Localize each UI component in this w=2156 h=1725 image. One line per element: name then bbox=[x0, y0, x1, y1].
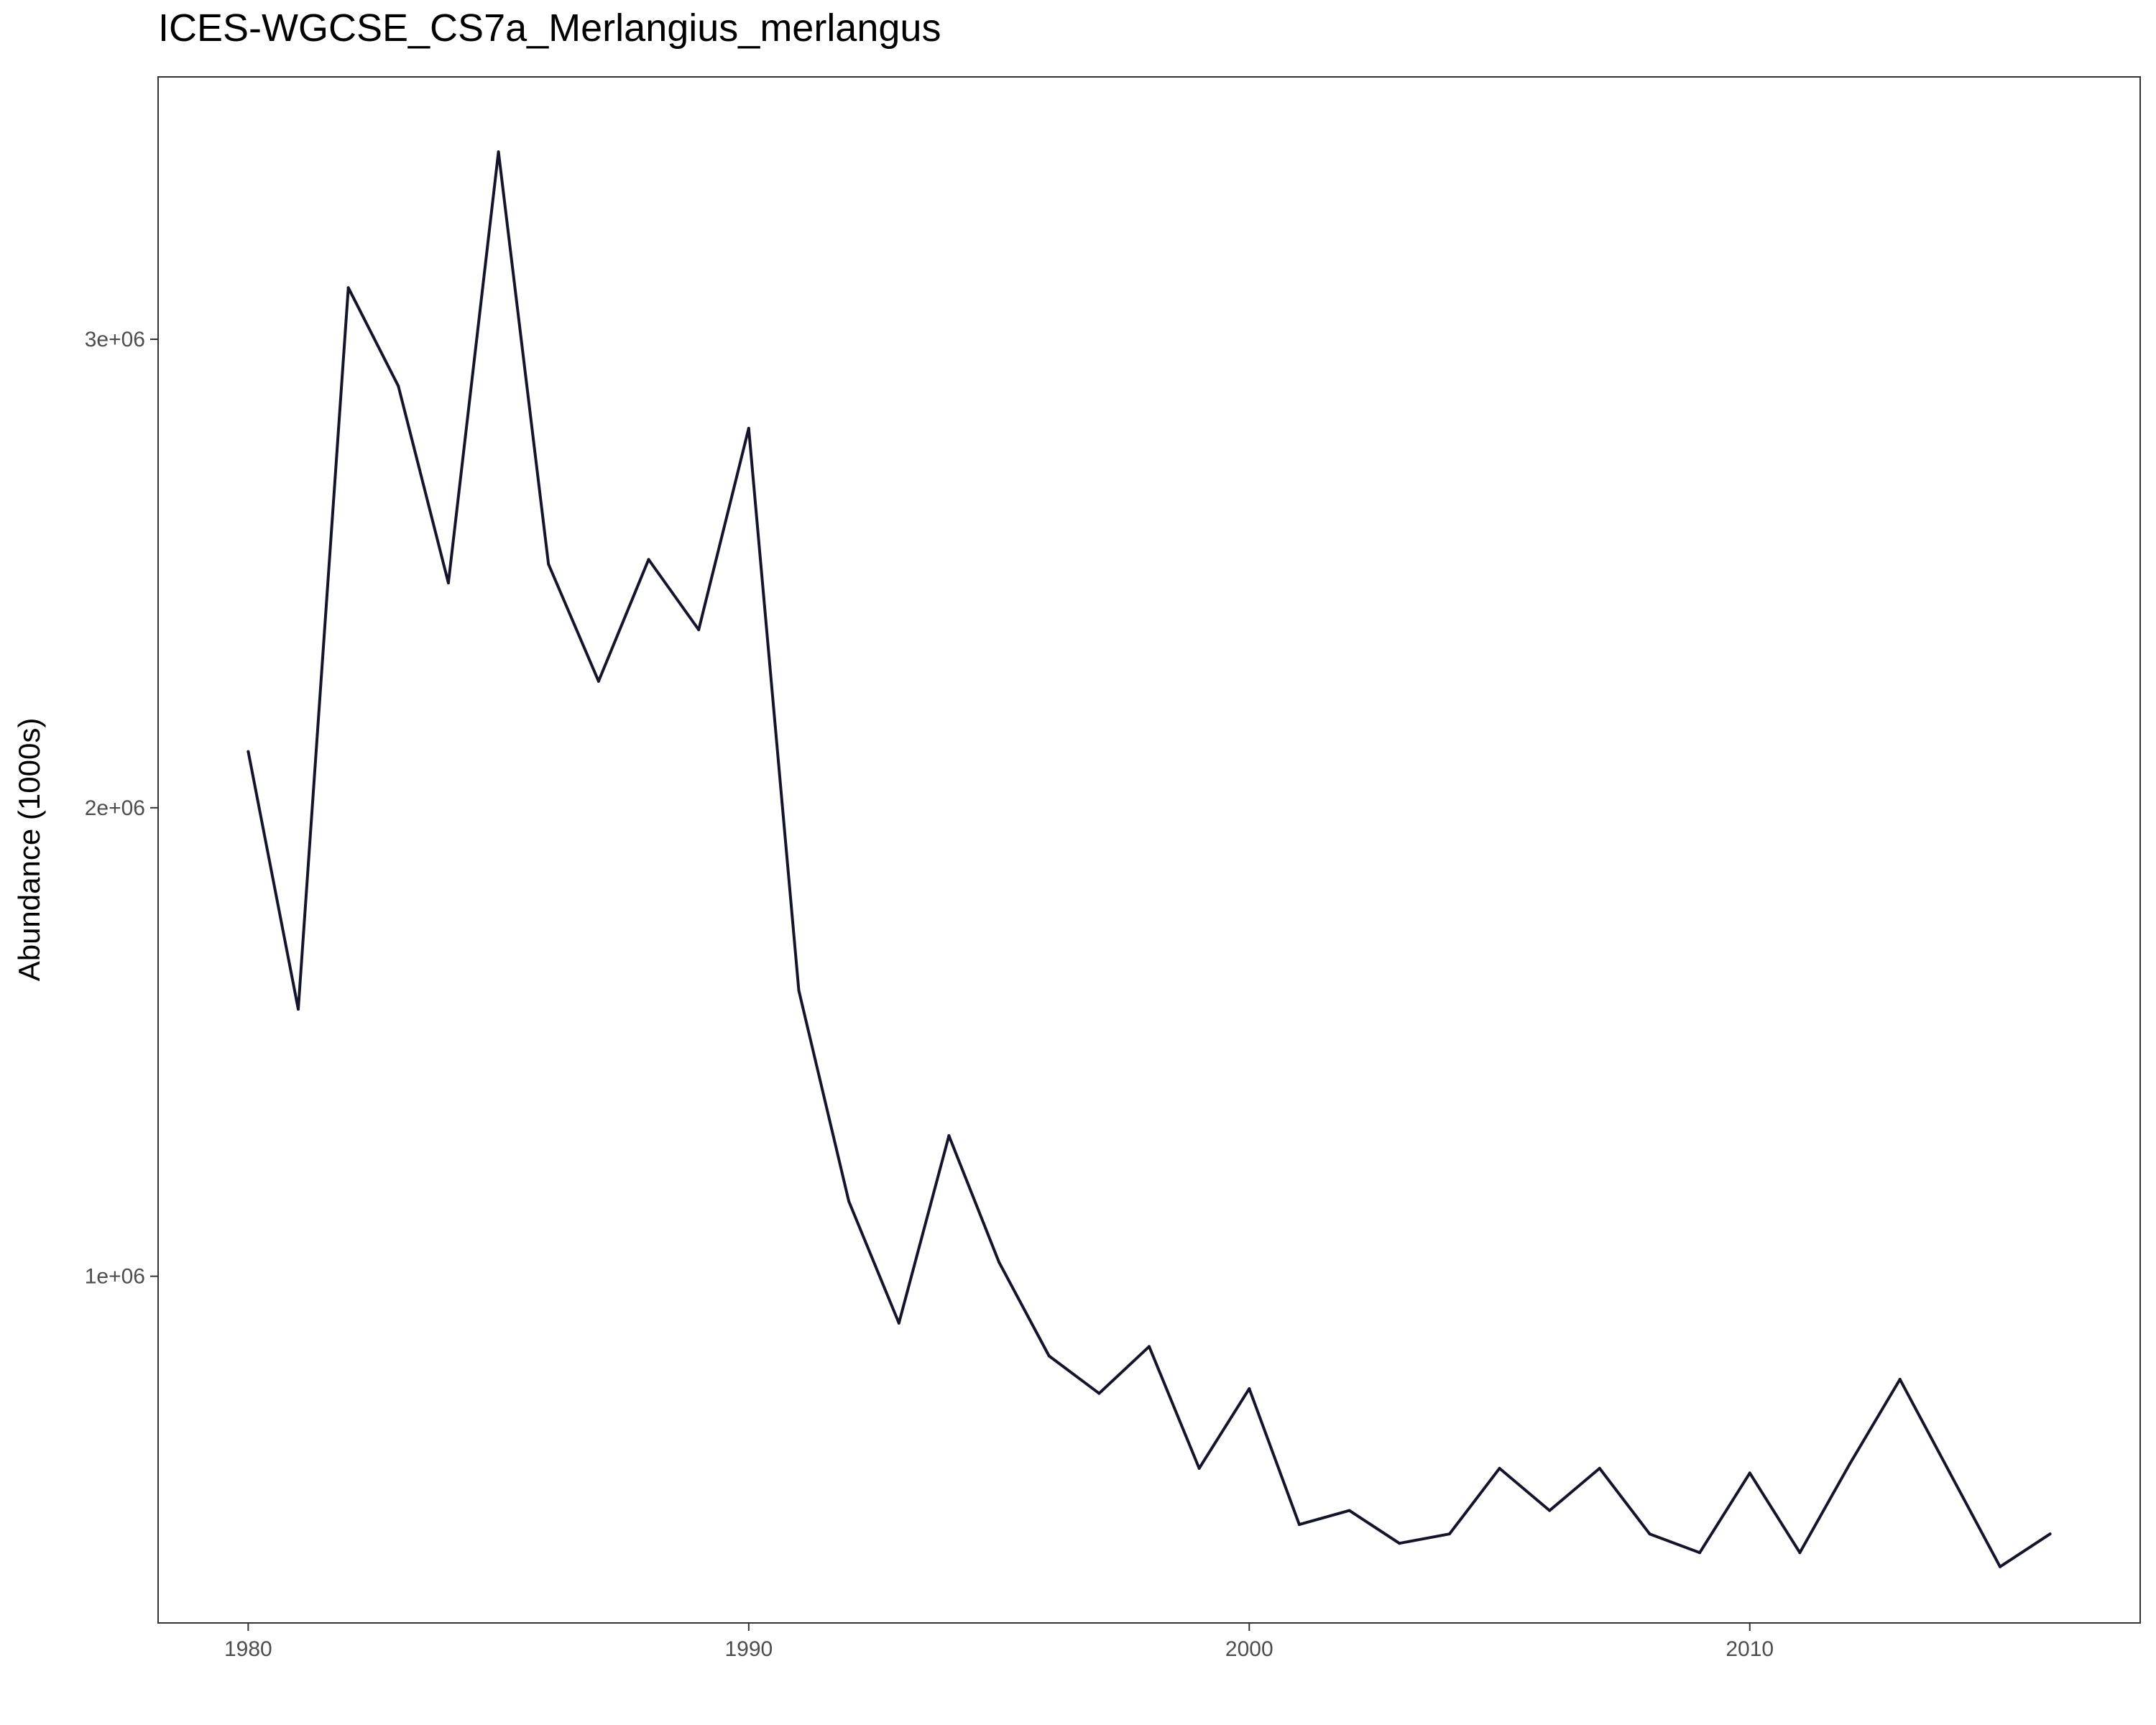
data-point bbox=[1447, 1532, 1451, 1536]
data-point bbox=[1798, 1551, 1802, 1555]
data-point bbox=[346, 286, 350, 290]
data-point bbox=[1648, 1532, 1651, 1536]
y-tick-label: 3e+06 bbox=[85, 328, 145, 351]
data-point bbox=[297, 1008, 300, 1011]
x-axis: 1980 1990 2000 2010 bbox=[224, 1623, 1774, 1661]
data-point bbox=[1848, 1462, 1852, 1466]
series-line bbox=[247, 150, 2051, 1568]
data-point bbox=[446, 581, 450, 584]
data-point bbox=[1297, 1523, 1301, 1527]
plot-panel-border bbox=[157, 76, 2141, 1624]
data-point bbox=[1948, 1471, 1952, 1475]
data-point bbox=[697, 628, 701, 632]
data-point bbox=[797, 989, 801, 993]
y-tick-label: 2e+06 bbox=[85, 796, 145, 820]
data-point bbox=[1148, 1345, 1151, 1348]
data-point bbox=[247, 750, 250, 753]
data-point bbox=[1047, 1354, 1051, 1358]
data-point bbox=[497, 150, 500, 154]
x-tick-label: 2000 bbox=[1225, 1637, 1273, 1661]
data-point bbox=[547, 562, 550, 566]
data-point bbox=[647, 558, 650, 561]
data-point bbox=[1097, 1392, 1101, 1395]
data-point bbox=[596, 679, 600, 683]
data-point bbox=[1548, 1509, 1552, 1512]
data-point bbox=[1998, 1565, 2001, 1568]
data-point bbox=[897, 1321, 900, 1325]
data-point bbox=[1197, 1466, 1201, 1470]
data-point bbox=[998, 1261, 1001, 1264]
data-point bbox=[1898, 1378, 1902, 1381]
data-point bbox=[1398, 1542, 1401, 1545]
data-point bbox=[2048, 1532, 2052, 1536]
data-point bbox=[1698, 1551, 1702, 1555]
x-tick-label: 1980 bbox=[224, 1637, 272, 1661]
x-tick-label: 1990 bbox=[724, 1637, 773, 1661]
data-point bbox=[1748, 1471, 1751, 1475]
y-axis-title: Abundance (1000s) bbox=[12, 718, 46, 982]
y-tick-label: 1e+06 bbox=[85, 1265, 145, 1289]
chart-title: ICES-WGCSE_CS7a_Merlangius_merlangus bbox=[158, 6, 941, 50]
data-point bbox=[847, 1200, 851, 1203]
data-point bbox=[1598, 1466, 1601, 1470]
y-axis: 1e+06 2e+06 3e+06 bbox=[85, 328, 158, 1289]
data-point bbox=[947, 1134, 951, 1138]
series-layer bbox=[247, 150, 2052, 1568]
data-point bbox=[1498, 1466, 1501, 1470]
data-point bbox=[397, 385, 400, 388]
data-point bbox=[747, 426, 750, 430]
data-point bbox=[1248, 1387, 1251, 1391]
data-point bbox=[1348, 1509, 1351, 1512]
x-tick-label: 2010 bbox=[1726, 1637, 1774, 1661]
